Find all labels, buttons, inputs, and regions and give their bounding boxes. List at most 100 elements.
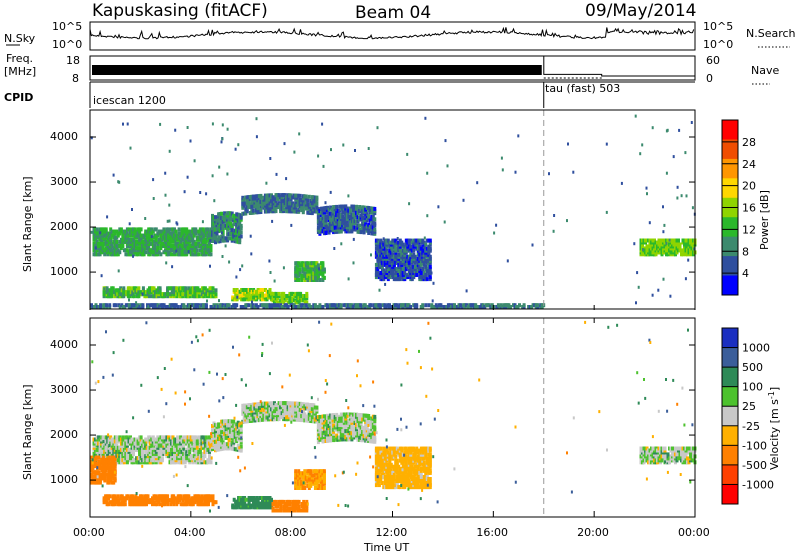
power-cell: [315, 261, 319, 266]
power-cell: [158, 286, 162, 291]
power-cell: [235, 303, 239, 308]
vel-cell: [157, 441, 161, 446]
vel-cell: [165, 443, 169, 448]
power-cell: [493, 231, 496, 235]
vel-cell: [179, 441, 183, 446]
vel-cell: [215, 422, 219, 427]
vel-cell: [174, 460, 178, 465]
nsky-panel: N.Sky 10^5 10^0 10^5 10^0 N.Search: [4, 20, 796, 51]
vel-cell: [133, 437, 137, 442]
power-cell: [518, 303, 521, 308]
vel-cell: [211, 444, 214, 449]
power-cell: [255, 117, 258, 121]
power-cell: [306, 273, 310, 278]
vel-cell: [289, 413, 293, 418]
vel-cell: [350, 425, 354, 429]
vel-cell: [333, 417, 337, 422]
vel-cell: [182, 454, 186, 459]
power-cell: [211, 122, 214, 126]
power-cell: [303, 265, 307, 270]
power-cell: [94, 246, 97, 250]
vel-cell: [157, 452, 161, 456]
power-cell: [229, 230, 233, 235]
vel-cell: [110, 441, 114, 446]
power-cell: [315, 278, 319, 282]
vel-cell: [321, 439, 325, 444]
vel-cell: [215, 435, 219, 440]
power-cell: [241, 264, 244, 268]
power-cell: [645, 186, 648, 190]
power-cell: [691, 206, 694, 210]
power-cell: [150, 248, 154, 253]
vel-cell: [319, 420, 323, 425]
power-cell: [111, 286, 115, 291]
power-cell: [362, 228, 366, 233]
vel-cell: [132, 452, 135, 456]
freq-label-line2: [MHz]: [4, 65, 36, 78]
vel-cell: [398, 485, 402, 490]
power-cell: [204, 246, 208, 251]
vel-cell: [165, 445, 169, 450]
power-cell: [340, 242, 343, 246]
vel-cell: [312, 403, 316, 408]
vel-cell: [185, 452, 189, 456]
power-cell: [167, 235, 170, 240]
power-cell: [338, 208, 342, 213]
vel-cell: [373, 427, 377, 432]
power-cell: [506, 259, 509, 263]
power-cell: [291, 291, 295, 296]
power-cell: [300, 278, 304, 282]
vel-cell: [198, 460, 202, 465]
vel-cell: [356, 425, 360, 430]
power-cell: [633, 242, 636, 246]
power-cell: [304, 271, 308, 276]
power-cell: [229, 213, 233, 218]
power-cell: [116, 233, 120, 238]
power-cell: [685, 194, 688, 198]
power-cell: [406, 275, 410, 280]
power-cell: [182, 237, 186, 242]
vel-cell: [160, 456, 164, 461]
power-cell: [364, 222, 368, 227]
power-cell: [338, 213, 342, 217]
vel-cell: [392, 475, 396, 479]
vel-cell: [229, 419, 233, 424]
power-cell: [95, 248, 99, 253]
power-cell: [319, 223, 323, 228]
power-cell: [226, 127, 229, 131]
power-cell: [665, 171, 668, 175]
nsky-tick-left-top: 10^5: [52, 20, 82, 33]
power-cell: [373, 221, 377, 226]
vel-cell: [347, 437, 351, 442]
vel-cell: [148, 435, 152, 440]
power-cell: [181, 292, 185, 297]
power-cell: [193, 159, 196, 163]
power-cell: [238, 221, 242, 226]
power-cell: [235, 293, 239, 298]
power-cell: [109, 227, 113, 232]
power-cell: [678, 128, 681, 132]
vel-cell: [301, 402, 305, 407]
power-cell: [204, 233, 208, 238]
power-cell: [280, 298, 284, 303]
vel-cell: [227, 438, 231, 442]
vel-cell: [144, 443, 148, 448]
power-cell: [103, 287, 106, 291]
vel-cell: [139, 435, 143, 440]
power-cell: [170, 246, 173, 251]
power-cell: [90, 230, 93, 234]
power-cell: [677, 238, 680, 243]
power-cell: [277, 294, 281, 298]
power-colorbar-tick-label: 24: [742, 158, 756, 171]
vel-cell: [94, 449, 97, 454]
vel-cell: [171, 454, 175, 459]
power-cell: [101, 237, 105, 242]
power-cell: [186, 175, 189, 179]
vel-cell: [332, 427, 336, 432]
power-cell: [642, 248, 644, 252]
power-cell: [332, 219, 336, 224]
power-ytick-4000: 4000: [50, 130, 78, 143]
power-cell: [229, 211, 233, 216]
power-cell: [355, 204, 358, 209]
power-cell: [101, 241, 105, 246]
